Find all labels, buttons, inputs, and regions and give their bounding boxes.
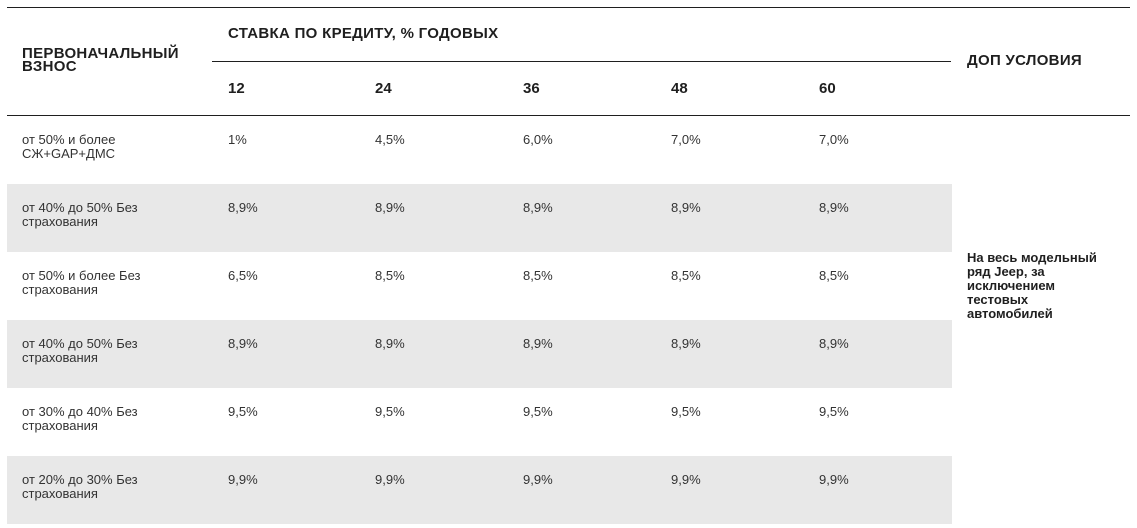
term-header: 24	[375, 80, 392, 97]
table-row: от 50% и более СЖ+GAP+ДМС 1% 4,5% 6,0% 7…	[7, 116, 952, 184]
down-payment-cell: от 50% и более Без страхования	[22, 268, 141, 297]
down-payment-cell: от 50% и более СЖ+GAP+ДМС	[22, 132, 116, 161]
rate-cell: 8,9%	[671, 336, 701, 351]
rate-cell: 8,9%	[819, 336, 849, 351]
rate-cell: 8,9%	[819, 200, 849, 215]
rate-cell: 9,9%	[819, 472, 849, 487]
down-payment-cell: от 40% до 50% Без страхования	[22, 336, 138, 365]
table-row: от 40% до 50% Без страхования 8,9% 8,9% …	[7, 320, 952, 388]
term-header: 36	[523, 80, 540, 97]
table-row: от 50% и более Без страхования 6,5% 8,5%…	[7, 252, 952, 320]
rate-cell: 9,9%	[375, 472, 405, 487]
rate-cell: 6,0%	[523, 132, 553, 147]
rate-cell: 8,5%	[375, 268, 405, 283]
rate-cell: 9,9%	[228, 472, 258, 487]
down-payment-cell: от 30% до 40% Без страхования	[22, 404, 138, 433]
rate-cell: 1%	[228, 132, 247, 147]
rate-cell: 8,9%	[671, 200, 701, 215]
extra-conditions-cell: На весь модельный ряд Jeep, за исключени…	[967, 250, 1097, 321]
header-down-payment: ПЕРВОНАЧАЛЬНЫЙ ВЗНОС	[22, 45, 179, 75]
table-row: от 40% до 50% Без страхования 8,9% 8,9% …	[7, 184, 952, 252]
rate-cell: 9,9%	[523, 472, 553, 487]
term-header: 48	[671, 80, 688, 97]
rate-cell: 9,5%	[671, 404, 701, 419]
table-row: от 20% до 30% Без страхования 9,9% 9,9% …	[7, 456, 952, 524]
rate-cell: 9,9%	[671, 472, 701, 487]
table-top-rule	[7, 7, 1130, 8]
rate-cell: 8,5%	[523, 268, 553, 283]
rate-cell: 9,5%	[819, 404, 849, 419]
header-extra-conditions: ДОП УСЛОВИЯ	[967, 52, 1082, 69]
rate-cell: 9,5%	[523, 404, 553, 419]
header-bottom-rule	[7, 115, 1130, 116]
rate-cell: 9,5%	[228, 404, 258, 419]
rate-cell: 7,0%	[671, 132, 701, 147]
header-rate: СТАВКА ПО КРЕДИТУ, % ГОДОВЫХ	[228, 25, 499, 42]
rate-cell: 8,9%	[523, 336, 553, 351]
rate-cell: 8,5%	[819, 268, 849, 283]
rate-cell: 6,5%	[228, 268, 258, 283]
rate-cell: 8,9%	[523, 200, 553, 215]
rate-cell: 4,5%	[375, 132, 405, 147]
rate-header-underline	[212, 61, 951, 62]
term-header: 60	[819, 80, 836, 97]
down-payment-cell: от 20% до 30% Без страхования	[22, 472, 138, 501]
rate-cell: 8,9%	[375, 336, 405, 351]
rate-cell: 8,9%	[375, 200, 405, 215]
rate-cell: 7,0%	[819, 132, 849, 147]
term-header: 12	[228, 80, 245, 97]
rate-cell: 8,9%	[228, 336, 258, 351]
rate-cell: 8,5%	[671, 268, 701, 283]
table-row: от 30% до 40% Без страхования 9,5% 9,5% …	[7, 388, 952, 456]
down-payment-cell: от 40% до 50% Без страхования	[22, 200, 138, 229]
rate-cell: 9,5%	[375, 404, 405, 419]
rate-cell: 8,9%	[228, 200, 258, 215]
